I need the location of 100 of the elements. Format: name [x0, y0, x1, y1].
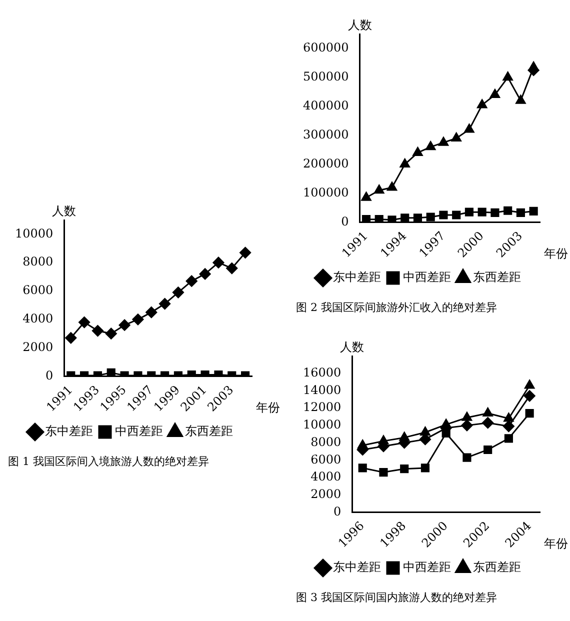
y-tick-label: 6000: [310, 452, 342, 466]
point: [358, 440, 368, 449]
point: [379, 468, 388, 477]
y-tick-label: 14000: [302, 382, 342, 397]
legend-label: 中西差距: [115, 424, 163, 438]
text: 图 1 我国区际间入境旅游人数的绝对差异: [8, 454, 210, 469]
point: [451, 132, 462, 142]
point: [516, 208, 525, 217]
legend-label: 东中差距: [45, 424, 93, 438]
point: [426, 212, 435, 222]
y-tick-label: 6000: [22, 283, 54, 298]
y-axis-title: 人数: [52, 204, 76, 218]
x-axis-title: 年份: [256, 400, 280, 414]
y-tick-label: 500000: [302, 70, 349, 84]
point: [92, 325, 104, 337]
y-tick-label: 8000: [310, 434, 342, 449]
y-tick-label: 400000: [302, 98, 349, 113]
y-tick-label: 100000: [302, 185, 349, 200]
point: [378, 435, 389, 444]
point: [212, 256, 224, 268]
y-tick-label: 0: [334, 504, 342, 518]
y-tick-label: 2000: [310, 486, 342, 501]
point: [426, 141, 436, 150]
point: [482, 408, 493, 417]
point: [374, 215, 384, 222]
point: [502, 420, 514, 432]
y-tick-label: 300000: [302, 127, 349, 142]
point: [105, 328, 117, 340]
y-tick-label: 12000: [302, 400, 342, 414]
point: [490, 89, 500, 98]
point: [362, 215, 371, 222]
point: [482, 417, 494, 429]
point: [490, 208, 500, 217]
y-tick-label: 16000: [302, 365, 342, 380]
point: [420, 464, 430, 472]
point: [400, 158, 410, 168]
point: [478, 208, 486, 216]
y-axis-title: 人数: [340, 340, 364, 354]
point: [462, 412, 472, 421]
point: [65, 332, 77, 344]
point: [529, 206, 538, 216]
legend-label: 东中差距: [333, 560, 381, 574]
y-tick-label: 200000: [302, 156, 349, 170]
point: [132, 314, 144, 326]
text: 图 2 我国区际间旅游外汇收入的绝对差异: [296, 300, 498, 315]
point: [386, 182, 398, 191]
y-tick-label: 600000: [302, 40, 349, 55]
y-tick-label: 8000: [22, 254, 54, 269]
y-tick-label: 0: [46, 368, 54, 382]
point: [477, 99, 488, 108]
point: [504, 434, 513, 443]
point: [442, 428, 450, 438]
legend-label: 东西差距: [473, 270, 521, 284]
text: 图 3 我国区际间国内旅游人数的绝对差异: [296, 590, 498, 605]
point: [516, 94, 526, 104]
point: [461, 420, 473, 432]
y-tick-label: 4000: [310, 470, 342, 484]
point: [464, 208, 474, 216]
point: [358, 464, 367, 472]
point: [412, 146, 423, 156]
y-tick-label: 4000: [22, 312, 54, 326]
x-axis-title: 年份: [544, 536, 568, 550]
point: [504, 206, 512, 215]
legend-label: 东中差距: [333, 270, 381, 284]
point: [420, 426, 430, 436]
legend-label: 中西差距: [403, 560, 451, 574]
point: [78, 316, 90, 328]
point: [240, 246, 252, 258]
point: [524, 390, 536, 402]
point: [452, 210, 461, 220]
point: [172, 286, 184, 298]
point: [400, 214, 410, 222]
legend-label: 中西差距: [403, 270, 451, 284]
point: [504, 412, 514, 422]
point: [524, 380, 535, 389]
y-tick-label: 2000: [22, 340, 54, 354]
point: [439, 210, 448, 220]
point: [528, 62, 539, 71]
x-axis-title: 年份: [544, 246, 568, 260]
point: [464, 124, 474, 133]
point: [226, 262, 238, 274]
point: [462, 453, 472, 462]
point: [374, 184, 384, 194]
y-tick-label: 10000: [14, 226, 54, 240]
legend-label: 东西差距: [185, 424, 233, 438]
point: [118, 319, 130, 331]
point: [388, 216, 396, 222]
point: [106, 368, 116, 376]
point: [525, 408, 534, 418]
legend-label: 东西差距: [473, 560, 521, 574]
point: [441, 418, 452, 428]
point: [484, 445, 492, 454]
point: [502, 72, 513, 81]
point: [199, 268, 211, 280]
point: [361, 192, 372, 201]
point: [413, 214, 422, 222]
point: [146, 306, 158, 318]
point: [159, 298, 171, 310]
point: [186, 275, 198, 287]
point: [400, 464, 409, 474]
